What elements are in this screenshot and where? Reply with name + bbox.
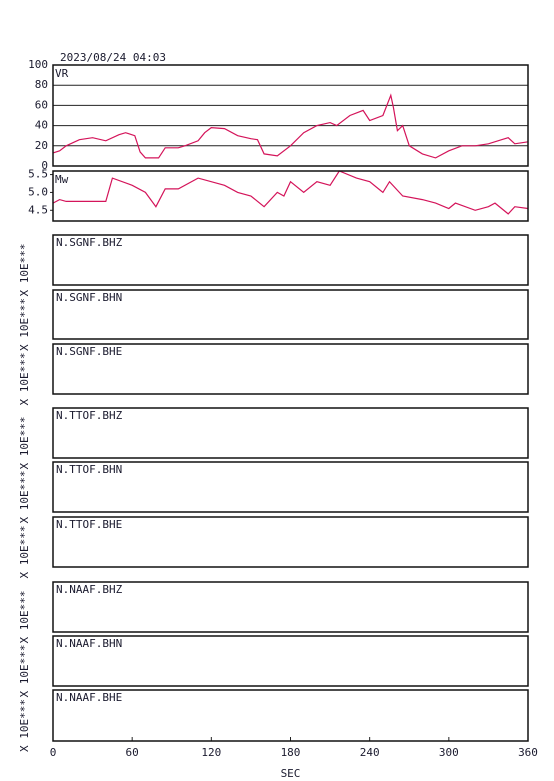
y-tick-label: 40	[35, 119, 48, 132]
x-tick-label: 60	[126, 746, 139, 759]
chart-title: 2023/08/24 04:03	[60, 51, 166, 64]
station-label: N.SGNF.BHZ	[56, 236, 123, 249]
y-axis-label: X 10E***	[18, 471, 31, 524]
y-tick-label: 5.0	[28, 185, 48, 198]
x-tick-label: 0	[50, 746, 57, 759]
station-label: N.TTOF.BHZ	[56, 409, 123, 422]
x-axis-label: SEC	[281, 767, 301, 780]
panel-frame	[52, 343, 529, 395]
panel-frame	[52, 407, 529, 459]
y-tick-label: 0	[41, 159, 48, 172]
x-tick-label: 360	[518, 746, 538, 759]
station-label: N.NAAF.BHE	[56, 691, 122, 704]
x-tick-label: 180	[281, 746, 301, 759]
y-tick-label: 100	[28, 58, 48, 71]
y-tick-label: 4.5	[28, 203, 48, 216]
data-line	[52, 93, 529, 159]
y-axis-label: X 10E***	[18, 417, 31, 470]
y-tick-label: 5.5	[28, 168, 48, 181]
y-axis-label: X 10E***	[18, 591, 31, 644]
station-label: N.NAAF.BHN	[56, 637, 122, 650]
panel-frame	[52, 461, 529, 513]
y-axis-label: X 10E***	[18, 298, 31, 351]
panel-frame	[52, 516, 529, 568]
panel-frame	[52, 635, 529, 687]
station-label: N.SGNF.BHN	[56, 291, 122, 304]
panel-frame	[52, 170, 529, 222]
panel-frame	[52, 581, 529, 633]
panel-label: Mw	[55, 173, 69, 186]
station-label: N.SGNF.BHE	[56, 345, 122, 358]
y-tick-label: 60	[35, 98, 48, 111]
panel-label: VR	[55, 67, 69, 80]
x-tick-label: 240	[360, 746, 380, 759]
station-label: N.NAAF.BHZ	[56, 583, 123, 596]
panel-frame	[52, 64, 529, 167]
y-tick-label: 80	[35, 78, 48, 91]
y-axis-label: X 10E***	[18, 244, 31, 297]
y-tick-label: 20	[35, 139, 48, 152]
x-tick-label: 120	[201, 746, 221, 759]
y-axis-label: X 10E***	[18, 645, 31, 698]
panel-frame	[52, 234, 529, 286]
y-axis-label: X 10E***	[18, 699, 31, 752]
x-tick-label: 300	[439, 746, 459, 759]
panel-frame	[52, 689, 529, 742]
station-label: N.TTOF.BHN	[56, 463, 122, 476]
y-axis-label: X 10E***	[18, 353, 31, 406]
y-axis-label: X 10E***	[18, 526, 31, 579]
station-label: N.TTOF.BHE	[56, 518, 122, 531]
data-line	[52, 170, 529, 215]
panel-frame	[52, 289, 529, 340]
